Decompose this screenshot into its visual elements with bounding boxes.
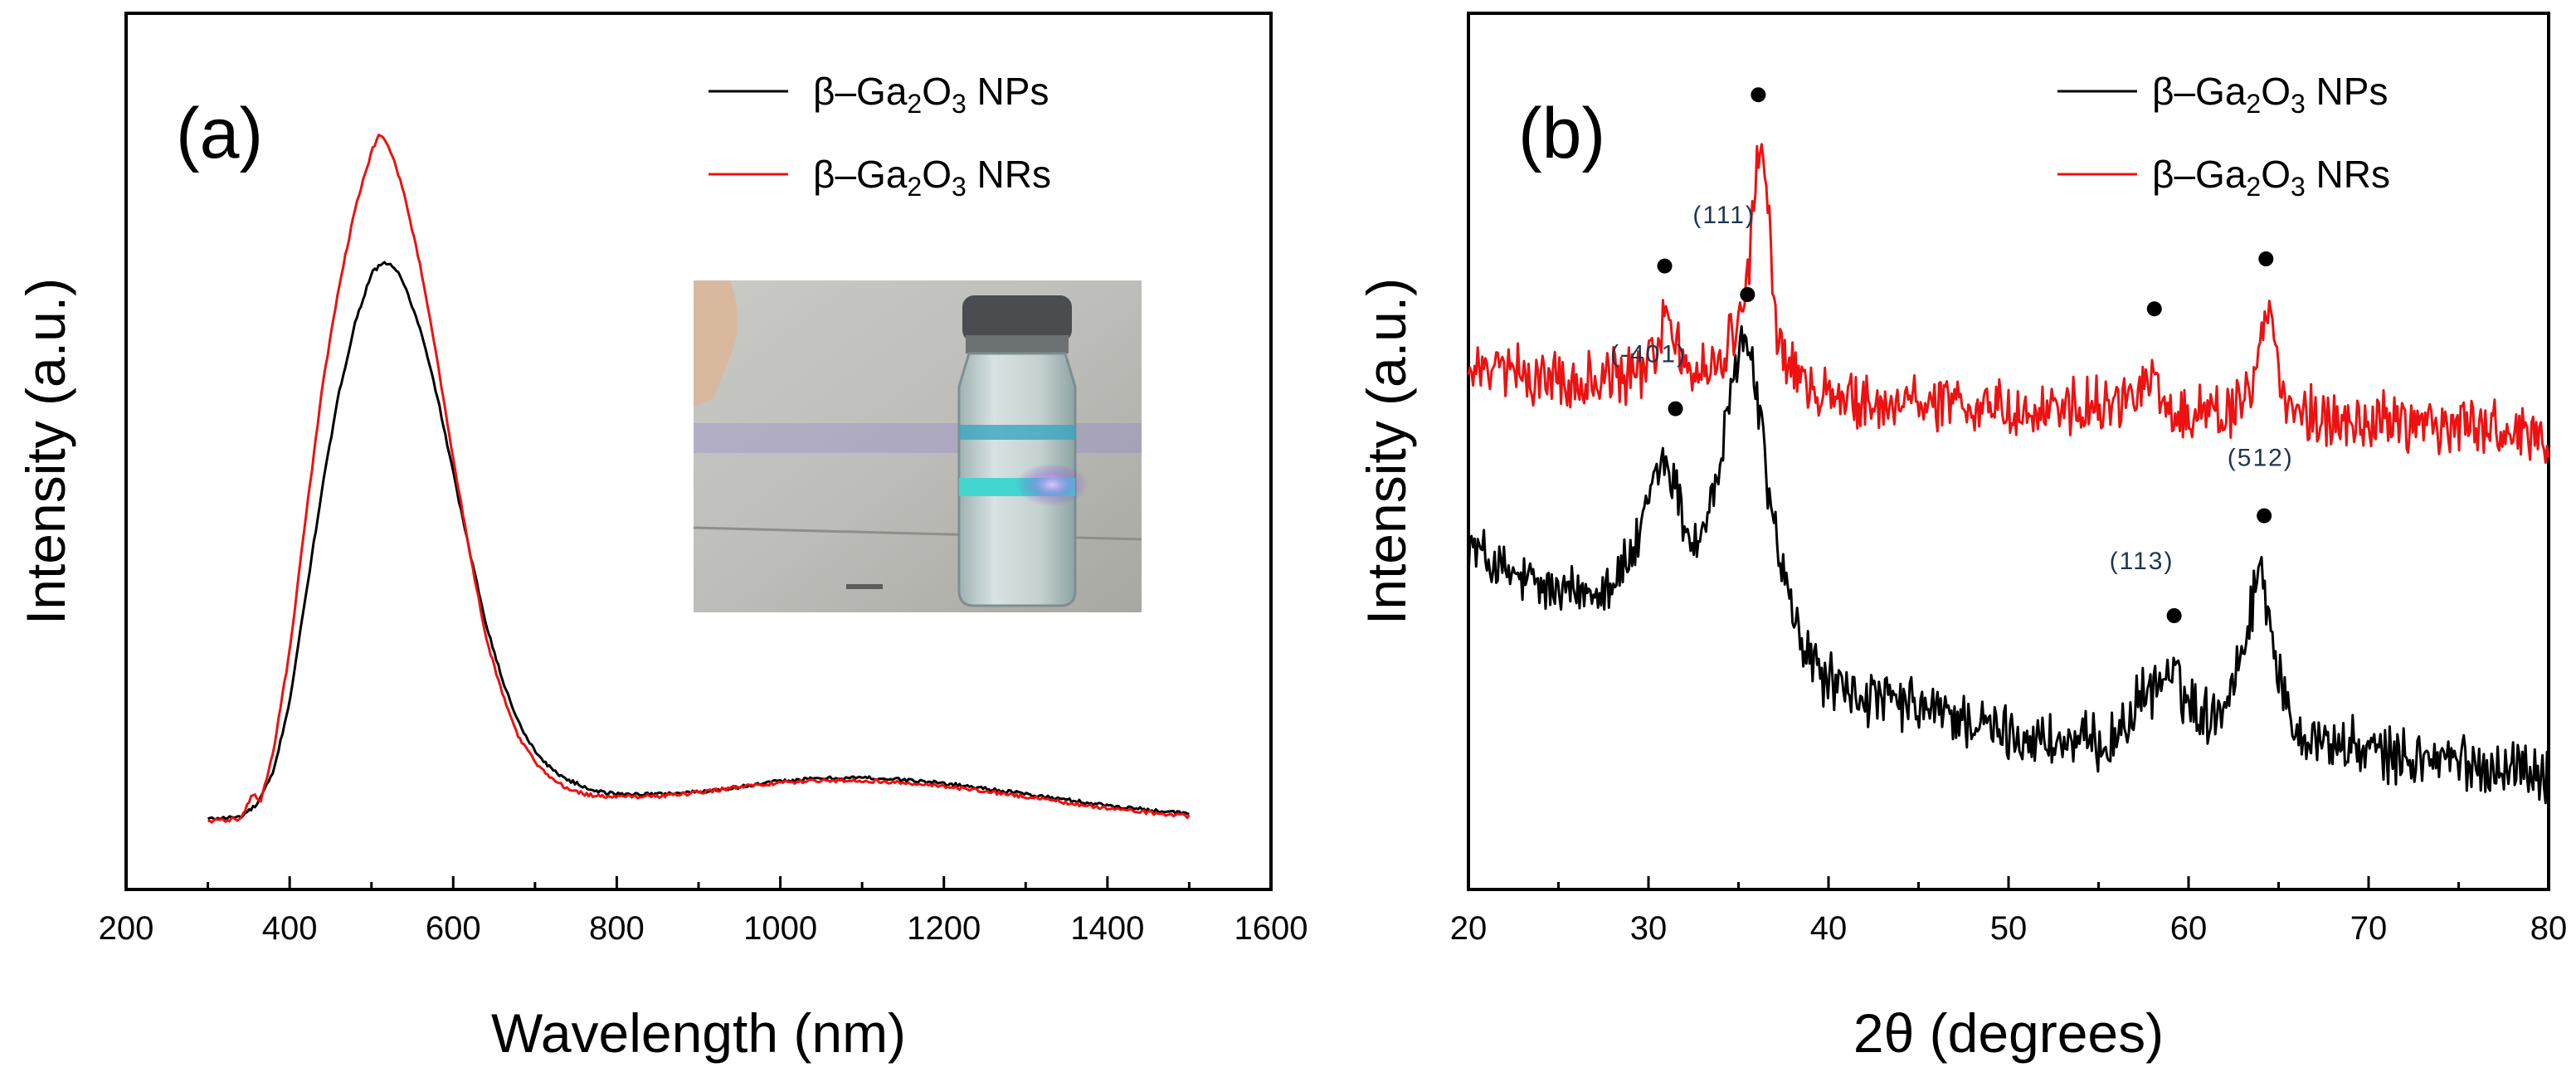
legend-b-nps-label: β–Ga2O3 NPs <box>2152 70 2388 119</box>
panel-b-x-ticks <box>1467 876 2550 889</box>
panel-a-x-tick-labels: 200 400 600 800 1000 1200 1400 1600 <box>99 910 1308 947</box>
x-tick-label: 30 <box>1630 910 1668 947</box>
x-tick-label: 1000 <box>743 910 817 947</box>
panel-b-y-axis-title: Intensity (a.u.) <box>1356 278 1417 625</box>
x-tick-label: 50 <box>1990 910 2028 947</box>
x-tick-label: 40 <box>1810 910 1848 947</box>
panel-a-letter: (a) <box>176 94 263 173</box>
series-line-nrs <box>1467 143 2550 465</box>
legend-b-nrs-label: β–Ga2O3 NRs <box>2152 153 2390 202</box>
peak-marker-dot <box>2257 508 2272 524</box>
series-line-nrs <box>207 134 1191 824</box>
legend-a-nps-label: β–Ga2O3 NPs <box>813 70 1049 119</box>
peak-marker-dot <box>1668 401 1683 417</box>
x-tick-label: 60 <box>2170 910 2208 947</box>
peak-label: (-401) <box>1610 341 1687 368</box>
x-tick-label: 200 <box>99 910 154 947</box>
peak-label: (111) <box>1692 202 1755 229</box>
panel-b-series <box>1467 143 2550 805</box>
photo-of-vial-under-uv-light <box>693 280 1142 612</box>
panel-b-x-axis-title: 2θ (degrees) <box>1853 1002 2164 1064</box>
peak-marker-dot <box>2166 608 2182 623</box>
peak-label: (512) <box>2228 444 2294 471</box>
x-tick-label: 800 <box>589 910 645 947</box>
panel-b-x-tick-labels: 20 30 40 50 60 70 80 <box>1450 910 2568 947</box>
peak-marker-dot <box>1740 287 1755 302</box>
peak-marker-dot <box>1751 87 1766 103</box>
x-tick-label: 1400 <box>1070 910 1144 947</box>
panel-a-series <box>207 134 1191 824</box>
panel-a: (a) 200 400 600 800 1000 1200 1400 1600 Wavelen… <box>15 12 1308 1064</box>
panel-b-peak-labels: (111) (-401) (512) (113) <box>1610 202 2294 575</box>
panel-a-legend: β–Ga2O3 NPs β–Ga2O3 NRs <box>709 70 1051 202</box>
legend-a-nrs-label: β–Ga2O3 NRs <box>813 153 1051 202</box>
panel-b-peak-markers <box>1657 87 2274 623</box>
peak-label: (113) <box>2110 548 2174 575</box>
panel-a-x-axis-title: Wavelength (nm) <box>491 1002 906 1064</box>
series-line-nps <box>1467 324 2550 805</box>
panel-b-legend: β–Ga2O3 NPs β–Ga2O3 NRs <box>2057 70 2390 202</box>
x-tick-label: 70 <box>2350 910 2388 947</box>
x-tick-label: 80 <box>2530 910 2568 947</box>
peak-marker-dot <box>2258 251 2274 266</box>
panel-a-x-ticks <box>124 876 1273 889</box>
x-tick-label: 1600 <box>1234 910 1308 947</box>
x-tick-label: 1200 <box>907 910 981 947</box>
panel-a-y-axis-title: Intensity (a.u.) <box>15 278 76 625</box>
x-tick-label: 20 <box>1450 910 1488 947</box>
peak-marker-dot <box>2146 301 2162 317</box>
panel-b-letter: (b) <box>1518 94 1605 173</box>
peak-marker-dot <box>1657 258 1673 274</box>
panel-b: (b) 20 30 40 50 60 70 80 2θ (degrees) Intensit… <box>1356 12 2568 1064</box>
x-tick-label: 600 <box>426 910 481 947</box>
x-tick-label: 400 <box>262 910 318 947</box>
